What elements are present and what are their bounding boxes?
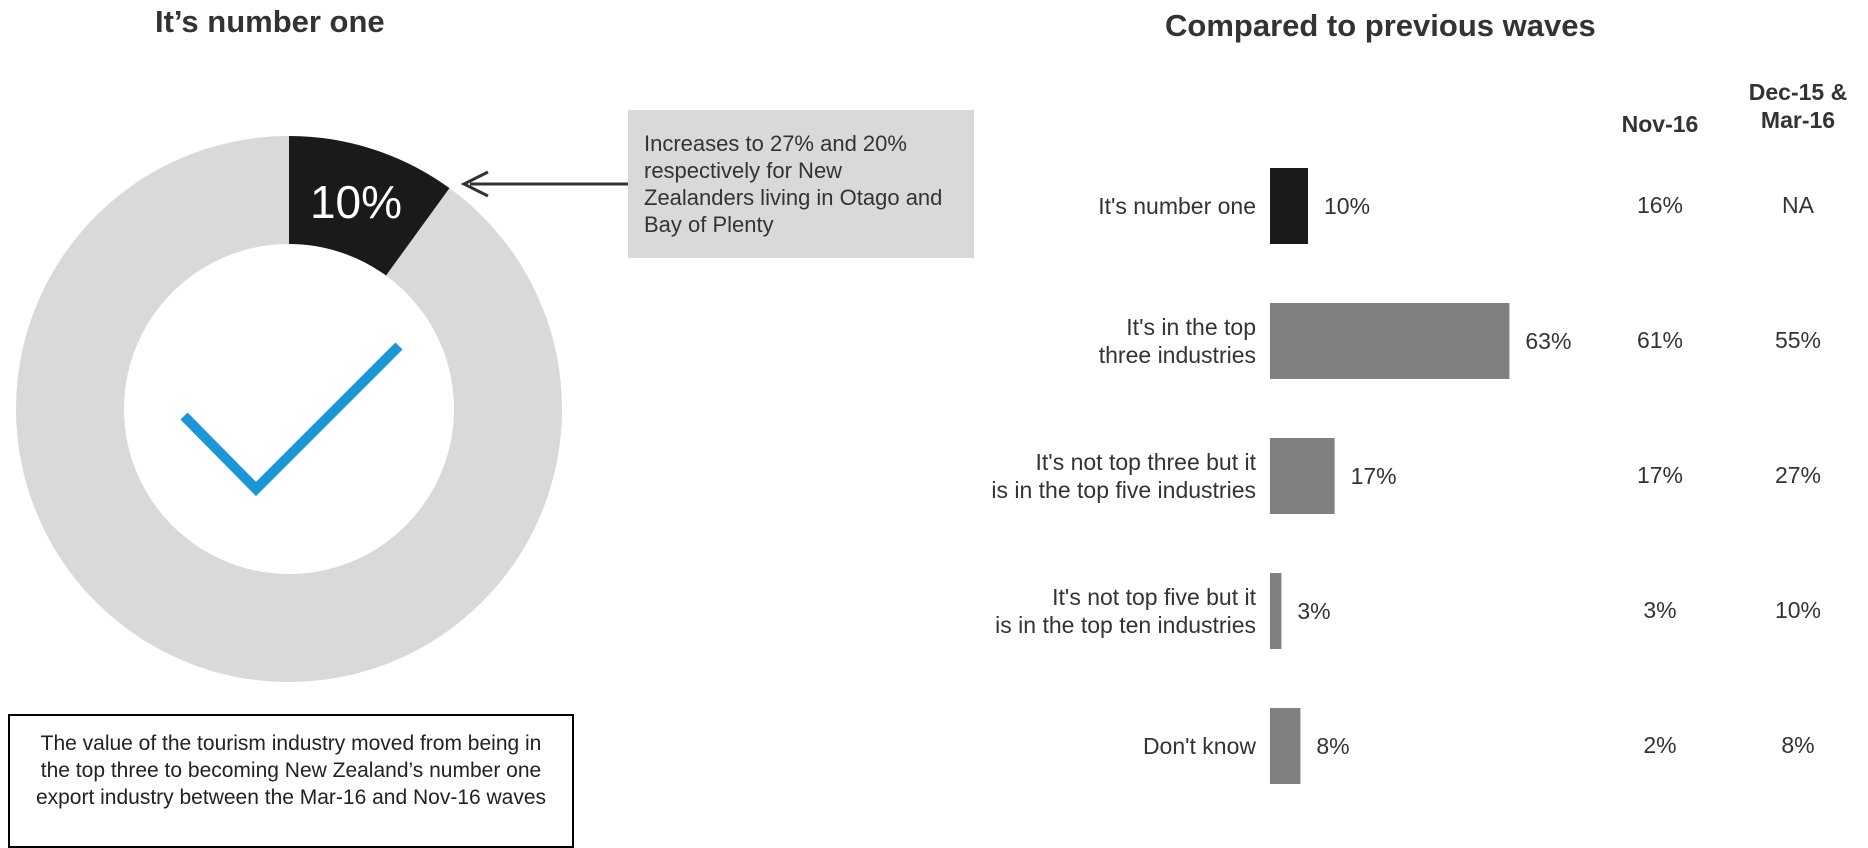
- category-label-3: is in the top five industries: [991, 477, 1256, 503]
- comparison-cell: 10%: [1774, 597, 1822, 623]
- donut-slice-number-one: [289, 136, 450, 276]
- category-label-2: three industries: [1099, 342, 1256, 368]
- checkmark-icon: [180, 342, 403, 497]
- comparison-cell: 27%: [1774, 462, 1822, 488]
- callout-arrow-icon: [460, 170, 628, 198]
- bar-2: [1270, 303, 1510, 379]
- donut-chart: 10%: [16, 136, 562, 682]
- comparison-cell: NA: [1782, 192, 1814, 218]
- bar-5: [1270, 708, 1301, 784]
- category-label-3: It's not top three but it: [1036, 449, 1257, 475]
- comparison-cell: 16%: [1636, 192, 1684, 218]
- comparison-cell: 55%: [1774, 327, 1822, 353]
- bar-4: [1270, 573, 1282, 649]
- footnote-box: The value of the tourism industry moved …: [8, 714, 574, 848]
- bar-value-label-1: 10%: [1324, 193, 1370, 219]
- callout-box: Increases to 27% and 20% respectively fo…: [628, 110, 974, 258]
- comparison-cell: 2%: [1643, 732, 1677, 758]
- comparison-cell: 61%: [1636, 327, 1684, 353]
- bar-value-label-5: 8%: [1316, 733, 1349, 759]
- column-header-dec-15-mar-16: Dec-15 & Mar-16: [1740, 78, 1856, 134]
- bar-value-label-4: 3%: [1297, 598, 1330, 624]
- column-header-dec-15-mar-16-text: Dec-15 & Mar-16: [1748, 79, 1848, 133]
- bar-value-label-3: 17%: [1351, 463, 1397, 489]
- comparison-cell: 8%: [1781, 732, 1815, 758]
- comparison-cell: 3%: [1643, 597, 1677, 623]
- category-label-4: is in the top ten industries: [995, 612, 1256, 638]
- category-label-1: It's number one: [1098, 193, 1256, 219]
- bar-1: [1270, 168, 1308, 244]
- donut-ring-rest: [16, 136, 562, 682]
- column-header-nov-16: Nov-16: [1621, 111, 1699, 137]
- comparison-cell: 17%: [1636, 462, 1684, 488]
- bar-value-label-2: 63%: [1525, 328, 1571, 354]
- left-title: It’s number one: [155, 4, 385, 39]
- category-label-2: It's in the top: [1126, 314, 1256, 340]
- category-label-4: It's not top five but it: [1052, 584, 1256, 610]
- bar-chart: 10% It's number one 63% It's in the topthre…: [991, 168, 1571, 784]
- donut-slice-label: 10%: [310, 176, 402, 228]
- category-label-5: Don't know: [1143, 733, 1256, 759]
- right-title: Compared to previous waves: [1165, 8, 1596, 43]
- bar-3: [1270, 438, 1335, 514]
